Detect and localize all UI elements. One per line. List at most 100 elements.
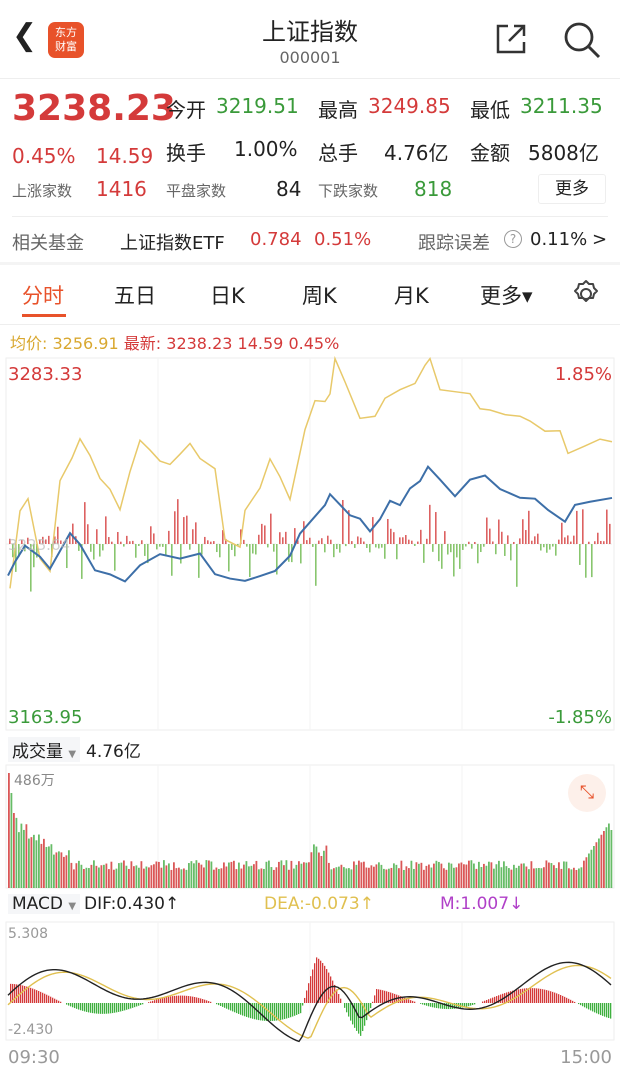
high-value: 3249.85 [368, 94, 451, 118]
macd-bar-down [234, 1003, 236, 1013]
volume-bar [243, 864, 245, 888]
flow-bar-up [507, 535, 509, 544]
help-icon[interactable]: ? [504, 230, 522, 248]
macd-bar-up [316, 957, 318, 1003]
flow-bar-down [135, 544, 137, 558]
macd-bar-down [98, 1003, 100, 1014]
macd-bar-up [152, 1000, 154, 1003]
macd-bar-up [160, 998, 162, 1003]
flow-bar-up [72, 523, 74, 544]
flow-bar-down [447, 544, 449, 555]
volume-indicator-select[interactable]: 成交量 ▼ [8, 737, 81, 762]
volume-bar [510, 869, 513, 888]
high-label: 最高 [318, 98, 358, 122]
volume-value: 4.76亿 [384, 141, 449, 165]
macd-bar-up [494, 996, 496, 1003]
macd-bar-up [542, 989, 544, 1003]
macd-bar-down [430, 1003, 432, 1007]
tab-more[interactable]: 更多▾ [480, 284, 533, 308]
volume-bar [70, 862, 73, 888]
macd-bar-down [344, 1003, 346, 1008]
volume-bar [340, 864, 343, 888]
volume-bar [30, 837, 33, 888]
expand-icon[interactable]: ⤡ [568, 774, 606, 812]
flow-bar-down [336, 544, 338, 550]
volume-bar [423, 869, 425, 888]
flow-bar-down [255, 544, 257, 555]
time-start: 09:30 [8, 1047, 60, 1068]
volume-bar [440, 863, 443, 888]
flow-bar-up [183, 517, 185, 544]
flow-bar-up [561, 522, 563, 544]
volume-bar [480, 866, 483, 888]
flow-bar-up [153, 533, 155, 544]
avg-value: 3256.91 [52, 334, 119, 353]
volume-bar [210, 861, 213, 888]
search-icon[interactable] [562, 20, 602, 60]
macd-bar-up [482, 1001, 484, 1003]
volume-bar [128, 868, 130, 888]
volume-bar [245, 861, 248, 888]
macd-bar-down [608, 1003, 610, 1018]
macd-bar-down [72, 1003, 74, 1008]
macd-bar-down [66, 1003, 68, 1005]
volume-bar [473, 863, 475, 888]
volume-bar [355, 864, 358, 888]
flow-bar-down [555, 544, 557, 556]
flow-bar-down [549, 544, 551, 550]
flow-bar-down [441, 544, 443, 569]
macd-bar-down [250, 1003, 252, 1019]
volume-bar [18, 832, 20, 888]
avg-price-line [9, 355, 613, 589]
macd-bar-up [306, 990, 308, 1003]
macd-bar-down [598, 1003, 600, 1015]
more-button[interactable]: 更多 [538, 174, 606, 204]
share-icon[interactable] [494, 22, 528, 56]
up-label: 上涨家数 [12, 182, 73, 200]
tab-intraday[interactable]: 分时 [22, 284, 64, 308]
macd-bar-up [210, 1001, 212, 1003]
tab-daily-k[interactable]: 日K [210, 284, 245, 308]
volume-bar [528, 869, 530, 888]
flow-bar-down [93, 544, 95, 560]
flow-bar-up [96, 529, 98, 544]
volume-bar [140, 861, 143, 888]
flow-bar-up [603, 541, 605, 544]
macd-indicator-select[interactable]: MACD ▼ [8, 894, 81, 914]
volume-bar [280, 860, 283, 888]
flow-bar-down [15, 544, 17, 572]
volume-bar [125, 865, 128, 888]
flow-bar-down [33, 544, 35, 568]
volume-bar [405, 866, 408, 888]
tab-monthly-k[interactable]: 月K [394, 284, 429, 308]
tab-five-day[interactable]: 五日 [114, 284, 156, 308]
volume-bar [230, 861, 233, 888]
macd-bar-down [228, 1003, 230, 1010]
flow-bar-up [348, 510, 350, 544]
axis-mid-price: 3223.64 [8, 536, 71, 554]
flow-bar-up [351, 541, 353, 544]
latest-change: 14.59 [237, 334, 284, 353]
volume-bar [120, 862, 123, 888]
volume-bar [103, 864, 105, 888]
macd-bar-up [572, 1000, 574, 1003]
flow-bar-down [144, 544, 146, 556]
macd-bar-down [232, 1003, 234, 1012]
gear-icon[interactable] [570, 278, 602, 310]
volume-bar [398, 868, 400, 888]
macd-bar-up [410, 1000, 412, 1003]
macd-bar-down [274, 1003, 276, 1021]
macd-bar-up [208, 1001, 210, 1003]
volume-bar [113, 869, 115, 888]
flow-bar-down [180, 544, 182, 564]
macd-bar-down [466, 1003, 468, 1007]
flow-bar-up [282, 537, 284, 544]
volume-bar [273, 869, 275, 888]
fund-label: 相关基金 [12, 233, 84, 254]
macd-bar-down [68, 1003, 70, 1006]
flow-bar-down [465, 544, 467, 547]
back-button[interactable]: ❮ [12, 18, 38, 53]
volume-bar [48, 846, 50, 888]
tab-weekly-k[interactable]: 周K [302, 284, 337, 308]
